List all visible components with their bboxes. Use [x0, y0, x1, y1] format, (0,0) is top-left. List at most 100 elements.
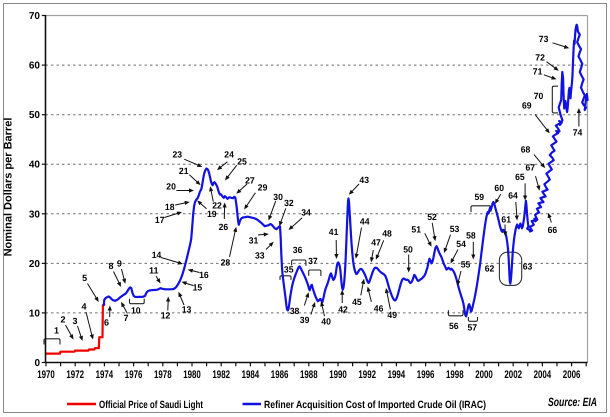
svg-text:1: 1: [54, 326, 59, 336]
svg-text:1994: 1994: [388, 369, 406, 381]
svg-text:Source: EIA: Source: EIA: [548, 395, 597, 409]
svg-text:40: 40: [321, 317, 331, 327]
svg-text:24: 24: [224, 150, 234, 160]
svg-text:70: 70: [534, 91, 544, 101]
svg-text:1990: 1990: [329, 369, 347, 381]
svg-text:58: 58: [466, 231, 476, 241]
svg-text:2002: 2002: [504, 369, 522, 381]
svg-text:0: 0: [34, 358, 40, 369]
svg-text:66: 66: [548, 225, 558, 235]
svg-text:29: 29: [258, 183, 268, 193]
svg-text:1996: 1996: [417, 369, 435, 381]
svg-text:9: 9: [117, 259, 122, 269]
svg-text:20: 20: [166, 182, 176, 192]
svg-text:8: 8: [109, 261, 114, 271]
svg-text:50: 50: [29, 110, 41, 121]
svg-text:11: 11: [149, 266, 159, 276]
svg-text:42: 42: [338, 305, 348, 315]
svg-text:22: 22: [212, 201, 222, 211]
svg-text:49: 49: [387, 310, 397, 320]
svg-text:12: 12: [161, 311, 171, 321]
svg-text:15: 15: [193, 283, 203, 293]
svg-text:1988: 1988: [300, 369, 318, 381]
svg-text:30: 30: [29, 209, 41, 220]
svg-text:1978: 1978: [154, 369, 172, 381]
svg-text:19: 19: [207, 209, 217, 219]
svg-text:72: 72: [535, 53, 545, 63]
svg-text:Nominal Dollars per Barrel: Nominal Dollars per Barrel: [3, 118, 15, 257]
svg-text:55: 55: [461, 260, 471, 270]
svg-text:40: 40: [29, 160, 41, 171]
svg-text:41: 41: [329, 227, 339, 237]
svg-text:62: 62: [485, 264, 495, 274]
svg-text:Refiner Acquisition Cost of Im: Refiner Acquisition Cost of Imported Cru…: [264, 399, 486, 411]
svg-text:39: 39: [300, 315, 310, 325]
svg-text:1984: 1984: [242, 369, 260, 381]
svg-text:37: 37: [308, 256, 318, 266]
svg-text:54: 54: [456, 239, 466, 249]
svg-text:65: 65: [515, 172, 525, 182]
svg-text:23: 23: [173, 150, 183, 160]
svg-text:4: 4: [82, 302, 87, 312]
svg-text:5: 5: [82, 273, 87, 283]
svg-text:67: 67: [526, 163, 536, 173]
svg-text:17: 17: [155, 215, 165, 225]
svg-text:64: 64: [508, 191, 518, 201]
svg-text:53: 53: [450, 224, 460, 234]
svg-text:74: 74: [573, 128, 583, 138]
svg-text:31: 31: [249, 235, 259, 245]
svg-text:36: 36: [293, 245, 303, 255]
svg-text:57: 57: [468, 323, 478, 333]
svg-text:38: 38: [290, 306, 300, 316]
svg-text:45: 45: [352, 297, 362, 307]
svg-text:14: 14: [152, 250, 162, 260]
svg-text:13: 13: [182, 305, 192, 315]
svg-text:1998: 1998: [446, 369, 464, 381]
svg-text:1976: 1976: [125, 369, 143, 381]
svg-text:60: 60: [494, 183, 504, 193]
svg-text:48: 48: [382, 229, 392, 239]
svg-text:61: 61: [501, 214, 511, 224]
svg-text:56: 56: [449, 321, 459, 331]
svg-text:46: 46: [374, 304, 384, 314]
svg-text:1974: 1974: [96, 369, 114, 381]
svg-text:18: 18: [165, 202, 175, 212]
svg-text:44: 44: [360, 217, 370, 227]
svg-text:7: 7: [124, 313, 129, 323]
svg-text:68: 68: [521, 145, 531, 155]
svg-text:2004: 2004: [534, 369, 552, 381]
svg-text:63: 63: [523, 261, 533, 271]
svg-text:16: 16: [199, 270, 209, 280]
svg-text:70: 70: [29, 11, 41, 22]
svg-text:Official Price of Saudi Light: Official Price of Saudi Light: [99, 399, 203, 411]
svg-text:10: 10: [131, 306, 141, 316]
svg-text:2: 2: [61, 315, 66, 325]
svg-text:1986: 1986: [271, 369, 289, 381]
svg-text:2006: 2006: [563, 369, 581, 381]
svg-text:35: 35: [284, 265, 294, 275]
svg-text:32: 32: [284, 198, 294, 208]
svg-text:2000: 2000: [475, 369, 493, 381]
svg-text:60: 60: [29, 61, 41, 72]
svg-text:52: 52: [427, 212, 437, 222]
svg-text:1980: 1980: [183, 369, 201, 381]
svg-text:30: 30: [273, 192, 283, 202]
svg-text:43: 43: [359, 175, 369, 185]
svg-text:28: 28: [221, 258, 231, 268]
svg-text:1970: 1970: [37, 369, 55, 381]
svg-text:3: 3: [73, 316, 78, 326]
svg-text:69: 69: [522, 101, 532, 111]
svg-text:71: 71: [533, 67, 543, 77]
svg-text:34: 34: [301, 208, 311, 218]
svg-text:1992: 1992: [358, 369, 376, 381]
svg-text:59: 59: [475, 192, 485, 202]
svg-text:47: 47: [371, 238, 381, 248]
svg-text:33: 33: [255, 251, 265, 261]
svg-text:50: 50: [403, 245, 413, 255]
svg-text:20: 20: [29, 259, 41, 270]
svg-text:10: 10: [29, 308, 41, 319]
svg-text:1972: 1972: [66, 369, 84, 381]
svg-text:25: 25: [237, 157, 247, 167]
svg-text:6: 6: [104, 318, 109, 328]
svg-text:27: 27: [245, 175, 255, 185]
